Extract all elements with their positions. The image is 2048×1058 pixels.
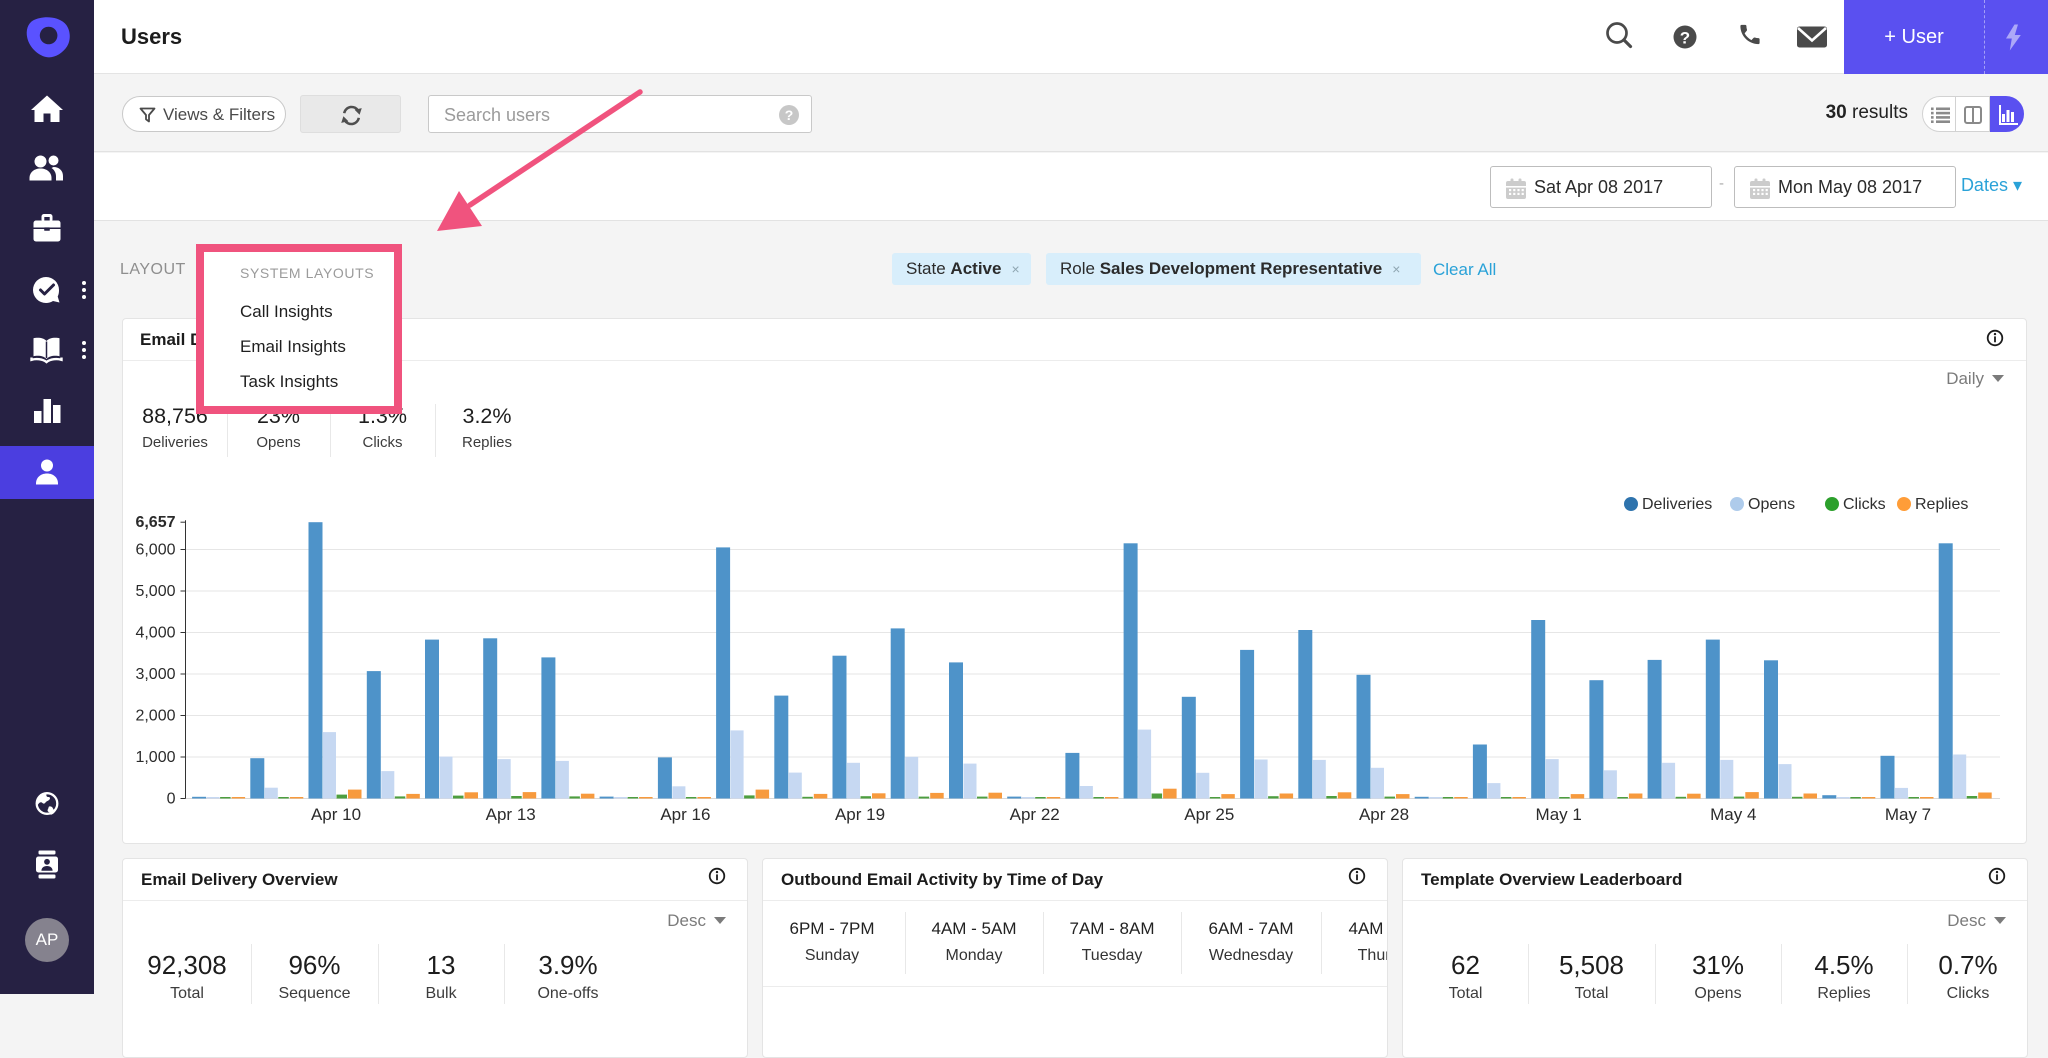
svg-text:?: ?: [1680, 29, 1690, 48]
